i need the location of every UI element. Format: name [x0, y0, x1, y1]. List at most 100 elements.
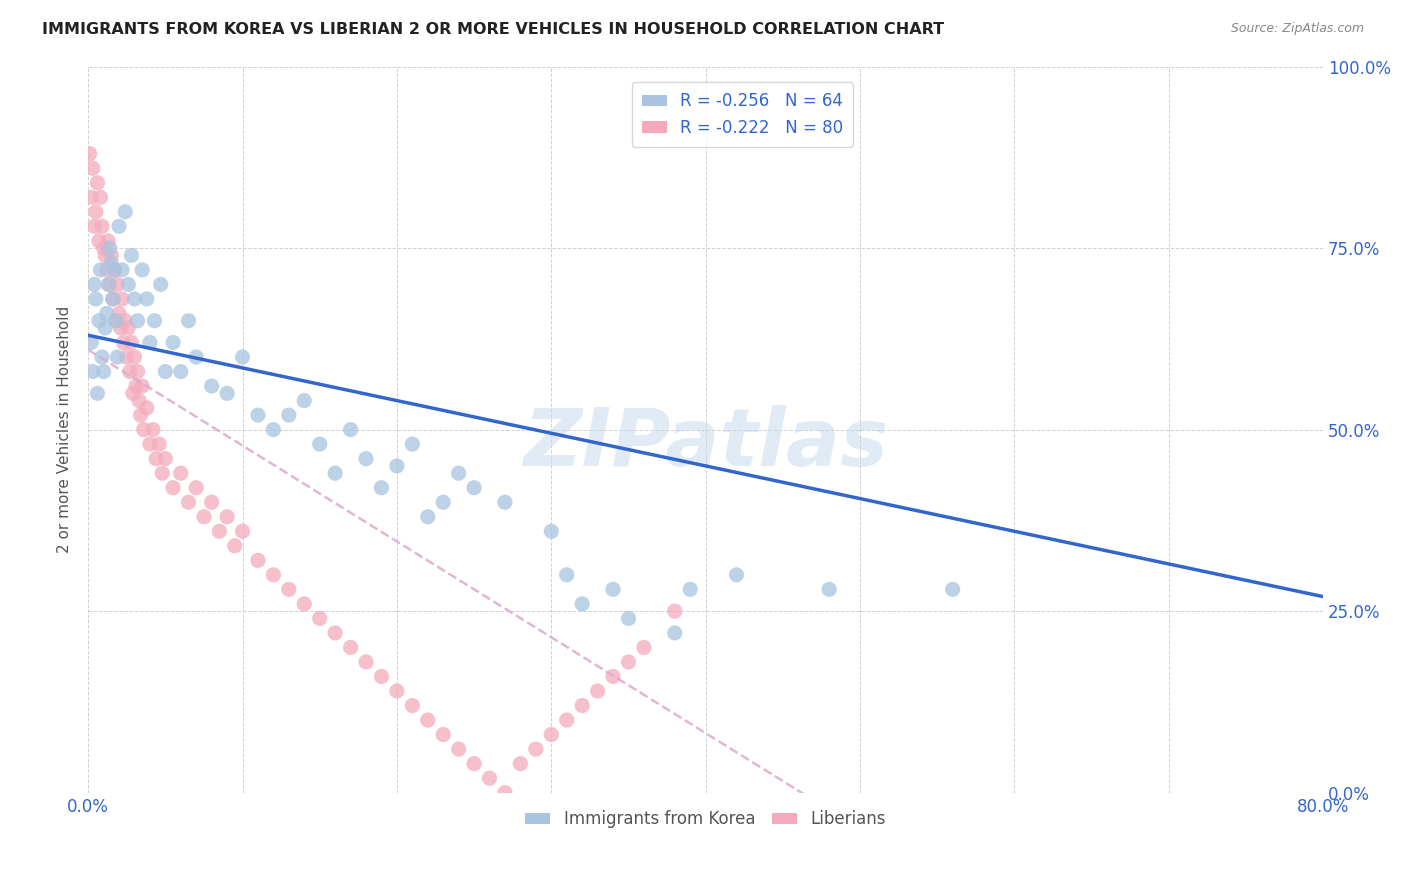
- Point: [129, 408, 152, 422]
- Point: [633, 640, 655, 655]
- Point: [114, 204, 136, 219]
- Point: [494, 495, 516, 509]
- Point: [339, 640, 361, 655]
- Point: [193, 509, 215, 524]
- Point: [142, 423, 165, 437]
- Point: [117, 321, 139, 335]
- Point: [323, 626, 346, 640]
- Point: [602, 669, 624, 683]
- Point: [94, 248, 117, 262]
- Point: [98, 277, 121, 292]
- Point: [292, 597, 315, 611]
- Point: [201, 379, 224, 393]
- Point: [128, 393, 150, 408]
- Point: [177, 495, 200, 509]
- Text: Source: ZipAtlas.com: Source: ZipAtlas.com: [1230, 22, 1364, 36]
- Point: [664, 626, 686, 640]
- Point: [80, 190, 103, 204]
- Point: [110, 321, 132, 335]
- Point: [432, 728, 454, 742]
- Point: [201, 495, 224, 509]
- Point: [84, 204, 107, 219]
- Point: [82, 161, 104, 176]
- Point: [91, 219, 114, 234]
- Point: [555, 567, 578, 582]
- Point: [101, 292, 124, 306]
- Point: [98, 241, 121, 255]
- Point: [262, 567, 284, 582]
- Point: [277, 582, 299, 597]
- Point: [162, 481, 184, 495]
- Point: [524, 742, 547, 756]
- Point: [246, 408, 269, 422]
- Point: [150, 466, 173, 480]
- Point: [83, 219, 105, 234]
- Point: [131, 379, 153, 393]
- Point: [224, 539, 246, 553]
- Y-axis label: 2 or more Vehicles in Household: 2 or more Vehicles in Household: [58, 306, 72, 553]
- Point: [447, 742, 470, 756]
- Point: [96, 263, 118, 277]
- Point: [308, 611, 330, 625]
- Text: IMMIGRANTS FROM KOREA VS LIBERIAN 2 OR MORE VEHICLES IN HOUSEHOLD CORRELATION CH: IMMIGRANTS FROM KOREA VS LIBERIAN 2 OR M…: [42, 22, 945, 37]
- Point: [108, 219, 131, 234]
- Point: [89, 190, 111, 204]
- Point: [942, 582, 965, 597]
- Legend: Immigrants from Korea, Liberians: Immigrants from Korea, Liberians: [519, 804, 893, 835]
- Point: [125, 379, 148, 393]
- Point: [149, 277, 172, 292]
- Point: [135, 401, 157, 415]
- Point: [135, 292, 157, 306]
- Point: [208, 524, 231, 539]
- Point: [93, 241, 115, 255]
- Point: [170, 365, 193, 379]
- Point: [818, 582, 841, 597]
- Point: [292, 393, 315, 408]
- Point: [170, 466, 193, 480]
- Point: [217, 509, 239, 524]
- Point: [103, 263, 125, 277]
- Point: [87, 234, 110, 248]
- Point: [97, 234, 120, 248]
- Point: [155, 451, 177, 466]
- Point: [679, 582, 702, 597]
- Point: [145, 451, 167, 466]
- Point: [308, 437, 330, 451]
- Point: [101, 292, 124, 306]
- Point: [478, 771, 501, 785]
- Point: [323, 466, 346, 480]
- Point: [89, 263, 111, 277]
- Point: [416, 713, 439, 727]
- Point: [120, 335, 142, 350]
- Point: [124, 292, 146, 306]
- Point: [162, 335, 184, 350]
- Point: [100, 255, 122, 269]
- Point: [94, 321, 117, 335]
- Point: [155, 365, 177, 379]
- Point: [139, 437, 162, 451]
- Point: [127, 314, 149, 328]
- Point: [262, 423, 284, 437]
- Point: [416, 509, 439, 524]
- Point: [186, 481, 208, 495]
- Point: [84, 292, 107, 306]
- Point: [115, 350, 138, 364]
- Point: [148, 437, 170, 451]
- Point: [617, 655, 640, 669]
- Point: [246, 553, 269, 567]
- Point: [122, 386, 145, 401]
- Point: [571, 597, 593, 611]
- Point: [463, 481, 485, 495]
- Point: [131, 263, 153, 277]
- Point: [124, 350, 146, 364]
- Point: [555, 713, 578, 727]
- Point: [83, 277, 105, 292]
- Point: [93, 365, 115, 379]
- Point: [120, 248, 142, 262]
- Point: [107, 277, 129, 292]
- Point: [80, 335, 103, 350]
- Point: [104, 314, 127, 328]
- Point: [370, 481, 392, 495]
- Text: ZIPatlas: ZIPatlas: [523, 405, 889, 483]
- Point: [725, 567, 748, 582]
